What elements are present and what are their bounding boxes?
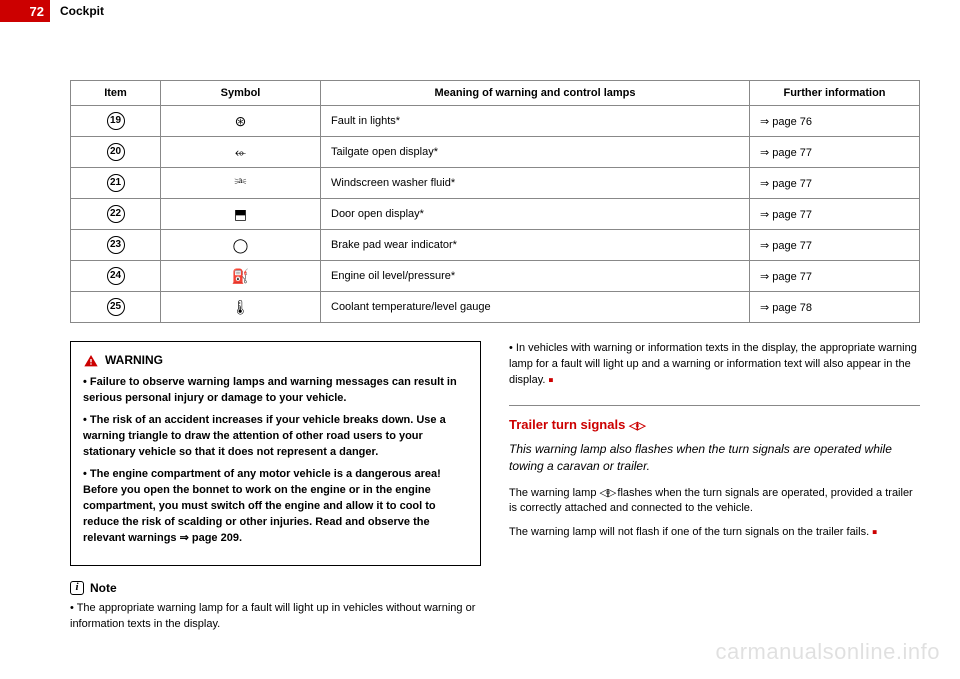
right-top-bullet: • In vehicles with warning or informatio… <box>509 341 920 389</box>
meaning-cell: Coolant temperature/level gauge <box>321 292 750 323</box>
table-row: 21 ⎃Windscreen washer fluid*⇒ page 77 <box>71 168 920 199</box>
warning-lamp-table: Item Symbol Meaning of warning and contr… <box>70 80 920 323</box>
symbol-cell: ⎃ <box>161 168 321 199</box>
meaning-cell: Door open display* <box>321 199 750 230</box>
item-number: 23 <box>107 236 125 254</box>
th-meaning: Meaning of warning and control lamps <box>321 81 750 106</box>
table-row: 19 ⊛Fault in lights*⇒ page 76 <box>71 106 920 137</box>
warning-bullet: • Failure to observe warning lamps and w… <box>83 375 468 407</box>
item-number: 24 <box>107 267 125 285</box>
meaning-cell: Windscreen washer fluid* <box>321 168 750 199</box>
table-row: 23 ◯Brake pad wear indicator*⇒ page 77 <box>71 230 920 261</box>
table-row: 22 ⬒Door open display*⇒ page 77 <box>71 199 920 230</box>
section-body-2: The warning lamp will not flash if one o… <box>509 525 920 541</box>
ref-cell: ⇒ page 77 <box>750 199 920 230</box>
meaning-cell: Brake pad wear indicator* <box>321 230 750 261</box>
ref-cell: ⇒ page 77 <box>750 168 920 199</box>
warning-heading: WARNING <box>83 352 468 369</box>
th-ref: Further information <box>750 81 920 106</box>
item-number: 25 <box>107 298 125 316</box>
item-number: 21 <box>107 174 125 192</box>
watermark: carmanualsonline.info <box>715 639 940 665</box>
symbol-cell: ⬒ <box>161 199 321 230</box>
symbol-cell: 🌡 <box>161 292 321 323</box>
table-row: 25 🌡Coolant temperature/level gauge⇒ page… <box>71 292 920 323</box>
section-body-1: The warning lamp ◁▫▷ flashes when the tu… <box>509 486 920 518</box>
warning-label: WARNING <box>105 352 163 369</box>
warning-triangle-icon <box>83 353 99 369</box>
item-number: 20 <box>107 143 125 161</box>
ref-cell: ⇒ page 78 <box>750 292 920 323</box>
ref-cell: ⇒ page 77 <box>750 261 920 292</box>
section-subtitle: This warning lamp also flashes when the … <box>509 441 920 476</box>
page-title: Cockpit <box>60 4 104 18</box>
symbol-cell: ⛽ <box>161 261 321 292</box>
ref-cell: ⇒ page 76 <box>750 106 920 137</box>
turn-signal-icon: ◁▫▷ <box>629 420 644 432</box>
warning-bullet: • The risk of an accident increases if y… <box>83 413 468 461</box>
note-label: Note <box>90 580 117 597</box>
item-number: 19 <box>107 112 125 130</box>
turn-signal-icon-inline: ◁▫▷ <box>600 487 615 499</box>
page-content: Item Symbol Meaning of warning and contr… <box>70 80 920 633</box>
th-symbol: Symbol <box>161 81 321 106</box>
right-column: • In vehicles with warning or informatio… <box>509 341 920 633</box>
symbol-cell: ◯ <box>161 230 321 261</box>
meaning-cell: Fault in lights* <box>321 106 750 137</box>
meaning-cell: Engine oil level/pressure* <box>321 261 750 292</box>
item-number: 22 <box>107 205 125 223</box>
th-item: Item <box>71 81 161 106</box>
warning-box: WARNING • Failure to observe warning lam… <box>70 341 481 566</box>
left-column: WARNING • Failure to observe warning lam… <box>70 341 481 633</box>
meaning-cell: Tailgate open display* <box>321 137 750 168</box>
two-column-layout: WARNING • Failure to observe warning lam… <box>70 341 920 633</box>
section-title-text: Trailer turn signals <box>509 417 629 432</box>
ref-cell: ⇒ page 77 <box>750 230 920 261</box>
note-heading: i Note <box>70 580 481 597</box>
ref-cell: ⇒ page 77 <box>750 137 920 168</box>
info-icon: i <box>70 581 84 595</box>
warning-bullet: • The engine compartment of any motor ve… <box>83 467 468 547</box>
page-number-tab: 72 <box>0 0 50 22</box>
symbol-cell: ⬰ <box>161 137 321 168</box>
symbol-cell: ⊛ <box>161 106 321 137</box>
note-bullet: • The appropriate warning lamp for a fau… <box>70 601 481 633</box>
table-row: 24 ⛽Engine oil level/pressure*⇒ page 77 <box>71 261 920 292</box>
section-title: Trailer turn signals ◁▫▷ <box>509 405 920 435</box>
table-row: 20 ⬰Tailgate open display*⇒ page 77 <box>71 137 920 168</box>
